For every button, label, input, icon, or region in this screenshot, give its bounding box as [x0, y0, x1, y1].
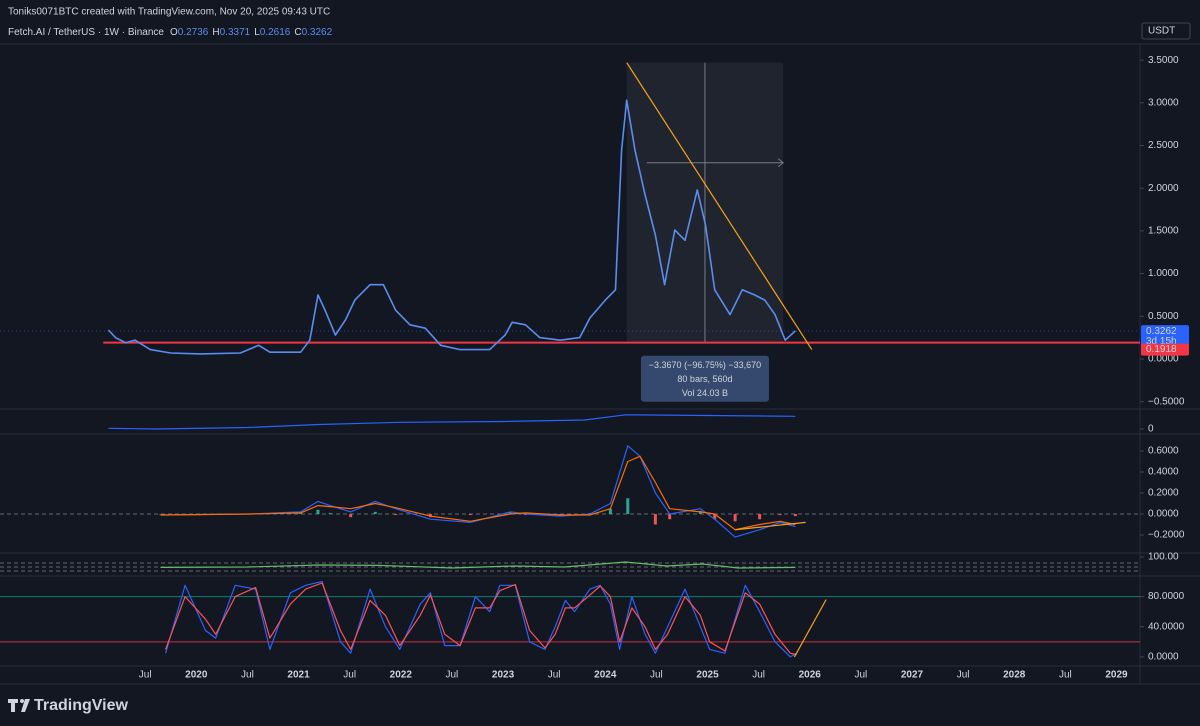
- level-label: 0.1918: [1146, 344, 1177, 355]
- histogram-bar: [328, 512, 332, 514]
- y-tick-label: 100.00: [1148, 552, 1179, 563]
- ohlc-value: 0.2616: [260, 27, 291, 38]
- x-tick-label: Jul: [139, 670, 152, 681]
- y-tick-label: 0.4000: [1148, 467, 1179, 478]
- x-tick-label: 2023: [492, 670, 515, 681]
- histogram-bar: [159, 513, 163, 515]
- y-tick-label: 2.0000: [1148, 183, 1179, 194]
- histogram-bar: [638, 513, 642, 515]
- ohlc-value: 0.3262: [302, 27, 333, 38]
- y-tick-label: 0: [1148, 424, 1154, 435]
- y-tick-label: 0.5000: [1148, 311, 1179, 322]
- countdown: 3d 15h: [1146, 336, 1177, 347]
- ohlc-label: O: [170, 27, 178, 38]
- series-line: [160, 455, 796, 531]
- histogram-bar: [608, 508, 612, 514]
- x-tick-label: Jul: [1059, 670, 1072, 681]
- y-tick-label: 3.0000: [1148, 97, 1179, 108]
- measure-text: 80 bars, 560d: [677, 374, 732, 384]
- series-line: [160, 445, 796, 538]
- x-tick-label: Jul: [854, 670, 867, 681]
- histogram-bar: [758, 513, 762, 520]
- x-tick-label: 2029: [1105, 670, 1128, 681]
- credit: Toniks0071BTC created with TradingView.c…: [8, 7, 330, 18]
- x-tick-label: 2027: [901, 670, 924, 681]
- y-tick-label: 0.2000: [1148, 488, 1179, 499]
- trendline: [793, 599, 827, 658]
- ohlc-value: 0.3371: [220, 27, 251, 38]
- measure-tooltip: [640, 355, 769, 402]
- trendline: [735, 521, 806, 531]
- series-line: [108, 414, 796, 430]
- last-price-tag: [1141, 325, 1189, 348]
- histogram-bar: [668, 513, 672, 520]
- y-tick-label: −0.5000: [1148, 396, 1185, 407]
- ohlc-label: H: [212, 27, 219, 38]
- series-line: [165, 582, 797, 656]
- last-price: 0.3262: [1146, 326, 1177, 337]
- y-tick-label: 1.5000: [1148, 226, 1179, 237]
- logo: [8, 699, 30, 712]
- histogram-bar: [713, 513, 717, 520]
- x-tick-label: 2026: [799, 670, 822, 681]
- ohlc-value: 0.2736: [178, 27, 209, 38]
- histogram-bar: [778, 513, 782, 516]
- y-tick-label: 80.0000: [1148, 591, 1185, 602]
- histogram-bar: [653, 513, 657, 525]
- measure-text: −3.3670 (−96.75%) −33,670: [649, 360, 761, 370]
- y-tick-label: 0.0000: [1148, 509, 1179, 520]
- x-tick-label: Jul: [343, 670, 356, 681]
- y-tick-label: 0.6000: [1148, 446, 1179, 457]
- series-line: [107, 99, 796, 355]
- ohlc-label: L: [254, 27, 260, 38]
- histogram-bar: [394, 513, 398, 516]
- trendline: [626, 62, 813, 350]
- y-tick-label: 0.0000: [1148, 652, 1179, 663]
- histogram-bar: [626, 498, 630, 514]
- histogram-bar: [793, 513, 797, 517]
- x-tick-label: 2024: [594, 670, 617, 681]
- y-tick-label: 40.0000: [1148, 621, 1185, 632]
- y-tick-label: 3.5000: [1148, 55, 1179, 66]
- x-tick-label: Jul: [241, 670, 254, 681]
- legend-symbol: Fetch.AI / TetherUS · 1W · Binance: [8, 27, 164, 38]
- currency: USDT: [1148, 26, 1175, 37]
- x-tick-label: Jul: [957, 670, 970, 681]
- histogram-bar: [316, 509, 320, 514]
- measure-text: Vol 24.03 B: [682, 388, 728, 398]
- level-tag: [1141, 343, 1189, 356]
- x-tick-label: 2025: [696, 670, 719, 681]
- currency-box: [1141, 22, 1191, 40]
- histogram-bar: [349, 513, 353, 518]
- y-tick-label: 2.5000: [1148, 140, 1179, 151]
- brand: TradingView: [34, 697, 129, 714]
- x-tick-label: 2021: [287, 670, 310, 681]
- y-tick-label: −0.2000: [1148, 530, 1185, 541]
- x-tick-label: 2020: [185, 670, 208, 681]
- histogram-bar: [373, 511, 377, 514]
- x-tick-label: Jul: [446, 670, 459, 681]
- measure-arrow: [777, 158, 784, 168]
- y-tick-label: 1.0000: [1148, 268, 1179, 279]
- x-tick-label: 2022: [390, 670, 413, 681]
- x-tick-label: Jul: [548, 670, 561, 681]
- ohlc-label: C: [294, 27, 301, 38]
- x-tick-label: Jul: [650, 670, 663, 681]
- histogram-bar: [508, 511, 512, 514]
- price-axis-area: [1140, 44, 1200, 684]
- legend: Fetch.AI / TetherUS · 1W · Binance O0.273…: [8, 27, 333, 38]
- series-line: [160, 561, 796, 569]
- x-tick-label: Jul: [752, 670, 765, 681]
- histogram-bar: [733, 513, 737, 522]
- x-tick-label: 2028: [1003, 670, 1026, 681]
- y-tick-label: 0.0000: [1148, 354, 1179, 365]
- histogram-bar: [468, 513, 472, 516]
